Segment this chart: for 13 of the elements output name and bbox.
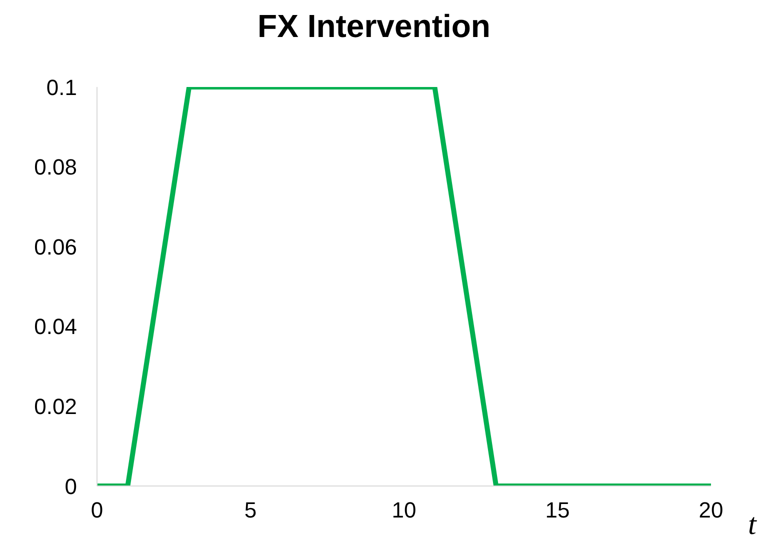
chart-title: FX Intervention — [256, 8, 492, 45]
x-tick-label: 20 — [698, 498, 724, 523]
x-axis-title: t — [748, 508, 756, 542]
y-tick-label: 0.1 — [46, 74, 77, 100]
y-tick-label: 0 — [64, 474, 77, 499]
y-tick-label: 0.08 — [34, 154, 77, 180]
x-tick-label: 5 — [244, 498, 257, 523]
y-tick-label: 0.02 — [34, 394, 77, 420]
y-tick-label: 0.06 — [34, 234, 77, 260]
y-tick-label: 0.04 — [34, 314, 77, 340]
x-tick-label: 0 — [90, 498, 104, 523]
x-tick-label: 15 — [545, 498, 570, 523]
x-tick-label: 10 — [392, 498, 416, 523]
